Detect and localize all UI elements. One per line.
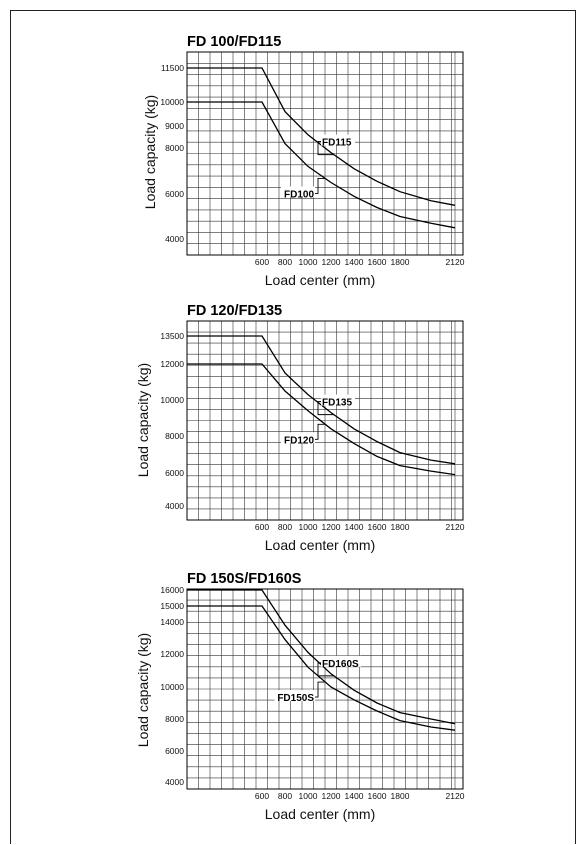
y-tick-label: 6000 — [165, 189, 184, 199]
document-frame — [10, 10, 576, 844]
callout-bg — [281, 186, 315, 198]
y-tick-label: 14000 — [160, 617, 184, 627]
series-line-fd120 — [187, 363, 456, 476]
chart-fd100-fd115: FD 100/FD115 Load center (mm) Load capac… — [142, 34, 465, 288]
plot-frame — [186, 320, 464, 521]
series-label: FD150S — [277, 693, 314, 704]
x-tick-label: 600 — [255, 522, 269, 532]
x-tick-label: 1400 — [345, 791, 364, 801]
y-tick-label: 4000 — [165, 777, 184, 787]
chart-fd120-fd135: FD 120/FD135 Load center (mm) Load capac… — [135, 303, 465, 553]
y-tick-label: 11500 — [161, 63, 184, 73]
grid — [186, 320, 464, 521]
chart-fd150s-fd160s: FD 150S/FD160S Load center (mm) Load cap… — [135, 571, 465, 822]
series-label: FD160S — [322, 659, 359, 670]
y-tick-label: 13500 — [160, 331, 184, 341]
callout-leader — [317, 401, 334, 416]
y-tick-label: 16000 — [160, 585, 184, 595]
y-tick-label: 10000 — [160, 682, 184, 692]
y-axis-label: Load capacity (kg) — [142, 95, 158, 209]
x-tick-label: 1200 — [322, 791, 341, 801]
series-label: FD100 — [284, 189, 314, 200]
y-tick-label: 8000 — [165, 714, 184, 724]
y-tick-label: 15000 — [160, 601, 184, 611]
x-tick-label: 1800 — [391, 522, 410, 532]
chart-title: FD 150S/FD160S — [187, 571, 302, 587]
grid — [186, 51, 464, 256]
x-tick-label: 2120 — [446, 257, 465, 267]
callout-leader — [315, 423, 326, 440]
x-tick-label: 1600 — [368, 257, 387, 267]
y-tick-label: 8000 — [165, 431, 184, 441]
x-tick-label: 800 — [278, 791, 292, 801]
y-axis-label: Load capacity (kg) — [135, 633, 151, 747]
callout-bg — [321, 655, 361, 667]
y-tick-label: 12000 — [160, 649, 184, 659]
callout-leader — [315, 178, 326, 194]
y-tick-label: 4000 — [165, 501, 184, 511]
x-tick-label: 2120 — [446, 522, 465, 532]
x-tick-label: 1400 — [345, 522, 364, 532]
chart-title: FD 100/FD115 — [187, 34, 281, 50]
y-tick-label: 4000 — [165, 234, 184, 244]
series-line-fd160s — [187, 589, 456, 725]
x-tick-label: 1200 — [322, 257, 341, 267]
series-line-fd150s — [187, 605, 456, 731]
series-label: FD115 — [322, 138, 352, 149]
x-axis-label: Load center (mm) — [265, 537, 375, 553]
series-line-fd100 — [187, 101, 456, 229]
x-tick-label: 600 — [255, 791, 269, 801]
y-tick-label: 10000 — [160, 97, 184, 107]
series-label: FD135 — [322, 398, 352, 409]
callout-bg — [321, 394, 355, 406]
y-tick-label: 8000 — [165, 143, 184, 153]
y-tick-label: 9000 — [165, 121, 184, 131]
plot-frame — [186, 51, 464, 256]
series-label: FD120 — [284, 435, 314, 446]
plot-frame — [186, 588, 464, 790]
x-tick-label: 1800 — [391, 257, 410, 267]
x-tick-label: 1000 — [299, 257, 318, 267]
x-axis-label: Load center (mm) — [265, 806, 375, 822]
y-tick-label: 6000 — [165, 746, 184, 756]
x-tick-label: 1800 — [391, 791, 410, 801]
y-tick-label: 12000 — [160, 359, 184, 369]
x-tick-label: 1200 — [322, 522, 341, 532]
x-tick-label: 2120 — [446, 791, 465, 801]
grid — [186, 588, 464, 790]
y-axis-label: Load capacity (kg) — [135, 363, 151, 477]
callout-leader — [315, 681, 326, 698]
x-axis-label: Load center (mm) — [265, 272, 375, 288]
callout-bg — [281, 432, 315, 444]
y-tick-label: 6000 — [165, 468, 184, 478]
callout-bg — [321, 134, 355, 146]
x-tick-label: 600 — [255, 257, 269, 267]
x-tick-label: 1400 — [345, 257, 364, 267]
series-line-fd135 — [187, 335, 456, 465]
callout-leader — [317, 662, 334, 677]
x-tick-label: 1600 — [368, 791, 387, 801]
x-tick-label: 1000 — [299, 791, 318, 801]
callout-leader — [317, 141, 334, 156]
x-tick-label: 1000 — [299, 522, 318, 532]
x-tick-label: 800 — [278, 522, 292, 532]
callout-bg — [274, 690, 315, 702]
x-tick-label: 1600 — [368, 522, 387, 532]
chart-title: FD 120/FD135 — [187, 303, 282, 319]
series-line-fd115 — [187, 67, 456, 206]
x-tick-label: 800 — [278, 257, 292, 267]
y-tick-label: 10000 — [160, 395, 184, 405]
